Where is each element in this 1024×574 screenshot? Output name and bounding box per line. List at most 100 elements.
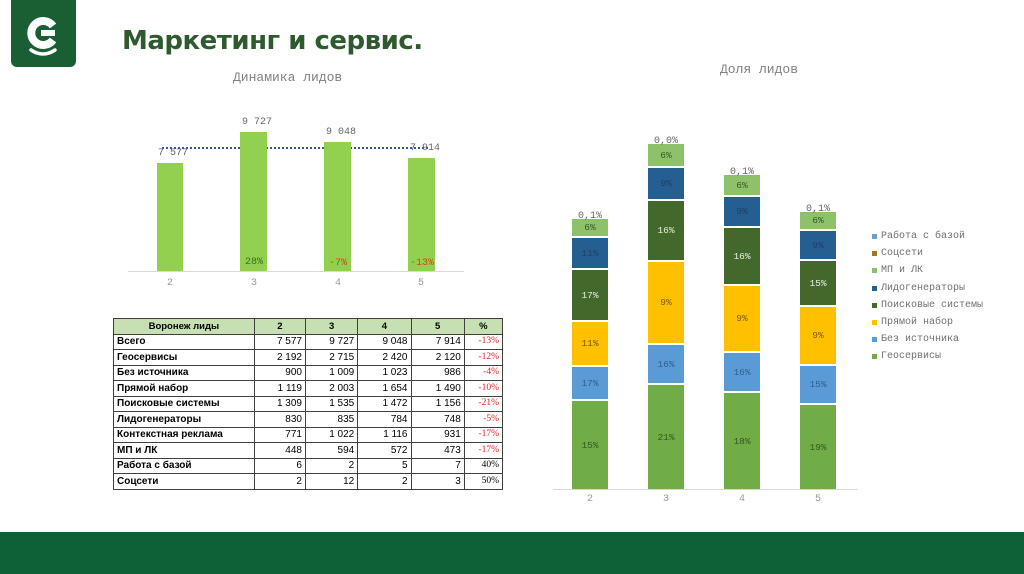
bar-5	[408, 158, 435, 271]
legend-label: Поисковые системы	[881, 299, 984, 311]
segment-lidogen: 9%	[648, 168, 684, 199]
segment-mp-lk: 6%	[724, 175, 760, 195]
legend-item: МП и ЛК	[872, 262, 983, 279]
cell: 9 048	[357, 333, 412, 350]
legend-swatch-icon	[872, 302, 877, 308]
cell: 5	[357, 457, 412, 474]
right-chart-title: Доля лидов	[720, 62, 799, 77]
table-row: Поисковые системы 1 309 1 535 1 472 1 15…	[113, 395, 504, 412]
cell: 2 003	[304, 380, 359, 397]
segment-lidogen: 9%	[800, 231, 836, 259]
cell: 2 120	[410, 349, 465, 366]
bar-4	[324, 142, 351, 271]
segment-direct: 11%	[572, 322, 608, 365]
row-label: Контекстная реклама	[113, 426, 255, 443]
cell: 1 472	[357, 395, 412, 412]
logo-c-icon	[27, 17, 57, 56]
segment-lidogen: 9%	[724, 197, 760, 226]
cell: 7 577	[253, 333, 306, 350]
cell: 2 420	[357, 349, 412, 366]
legend-label: Лидогенераторы	[881, 282, 966, 294]
row-label: Прямой набор	[113, 380, 255, 397]
x-tick: 5	[418, 278, 425, 289]
segment-mp-lk: 6%	[800, 212, 836, 229]
x-tick: 5	[815, 494, 822, 505]
legend-item: Поисковые системы	[872, 297, 983, 314]
segment-geo: 21%	[648, 385, 684, 489]
legend-item: Геосервисы	[872, 348, 983, 365]
cell: 12	[304, 473, 359, 490]
table-header-row: Воронеж лиды 2 3 4 5 %	[113, 318, 504, 335]
legend-label: Прямой набор	[881, 317, 954, 329]
segment-direct: 9%	[648, 262, 684, 343]
table-row: Лидогенераторы 830 835 784 748 -5%	[113, 411, 504, 428]
column-header: Воронеж лиды	[113, 318, 255, 335]
stacked-bar-3: 6% 9% 16% 9% 16% 21%	[648, 144, 684, 489]
change-label: -7%	[329, 258, 348, 269]
cell: 931	[410, 426, 465, 443]
bar-value-label: 9 727	[242, 117, 273, 128]
segment-mp-lk: 6%	[648, 144, 684, 166]
segment-geo: 18%	[724, 393, 760, 489]
legend-item: Соцсети	[872, 245, 983, 262]
x-tick: 3	[663, 494, 670, 505]
pct-cell: -17%	[463, 426, 504, 443]
cell: 900	[253, 364, 306, 381]
x-tick: 4	[335, 278, 342, 289]
legend-swatch-icon	[872, 234, 877, 240]
segment-lidogen: 11%	[572, 238, 608, 268]
pct-cell: -21%	[463, 395, 504, 412]
cell: 1 654	[357, 380, 412, 397]
segment-search: 16%	[648, 201, 684, 260]
bar-2	[157, 163, 183, 271]
segment-no-source: 16%	[648, 345, 684, 383]
cell: 2	[253, 473, 306, 490]
pct-cell: -5%	[463, 411, 504, 428]
table-row: МП и ЛК 448 594 572 473 -17%	[113, 442, 504, 459]
cell: 2 192	[253, 349, 306, 366]
cell: 1 490	[410, 380, 465, 397]
x-tick: 4	[739, 494, 746, 505]
table-row: Геосервисы 2 192 2 715 2 420 2 120 -12%	[113, 349, 504, 366]
pct-cell: 50%	[463, 473, 504, 490]
cell: 1 116	[357, 426, 412, 443]
legend-swatch-icon	[872, 337, 877, 343]
column-header: %	[463, 318, 504, 335]
x-tick: 3	[251, 278, 258, 289]
cell: 1 009	[304, 364, 359, 381]
legend-item: Прямой набор	[872, 314, 983, 331]
stacked-bar-4: 6% 9% 16% 9% 16% 18%	[724, 175, 760, 489]
top-label: 0,0%	[654, 136, 679, 147]
leads-table: Воронеж лиды 2 3 4 5 % Всего 7 577 9 727…	[113, 318, 504, 490]
cell: 835	[304, 411, 359, 428]
cell: 1 156	[410, 395, 465, 412]
top-label: 0,1%	[578, 211, 603, 222]
left-chart-title: Динамика лидов	[233, 70, 343, 85]
row-label: Соцсети	[113, 473, 255, 490]
table-row: Контекстная реклама 771 1 022 1 116 931 …	[113, 426, 504, 443]
pct-cell: -13%	[463, 333, 504, 350]
cell: 3	[410, 473, 465, 490]
top-label: 0,1%	[730, 167, 755, 178]
legend-label: Геосервисы	[881, 351, 942, 363]
pct-cell: 40%	[463, 457, 504, 474]
segment-direct: 9%	[724, 286, 760, 351]
top-label: 0,1%	[806, 204, 831, 215]
bar-3	[240, 132, 267, 271]
segment-search: 15%	[800, 261, 836, 305]
footer-band	[0, 532, 1024, 574]
cell: 1 022	[304, 426, 359, 443]
column-header: 2	[253, 318, 306, 335]
x-axis	[128, 271, 464, 272]
segment-mp-lk: 6%	[572, 219, 608, 236]
cell: 572	[357, 442, 412, 459]
legend-label: Без источника	[881, 334, 960, 346]
column-header: 4	[357, 318, 412, 335]
segment-no-source: 16%	[724, 353, 760, 391]
cell: 473	[410, 442, 465, 459]
legend-label: Работа с базой	[881, 231, 966, 243]
cell: 771	[253, 426, 306, 443]
segment-search: 17%	[572, 270, 608, 320]
legend-swatch-icon	[872, 251, 877, 257]
segment-search: 16%	[724, 228, 760, 284]
